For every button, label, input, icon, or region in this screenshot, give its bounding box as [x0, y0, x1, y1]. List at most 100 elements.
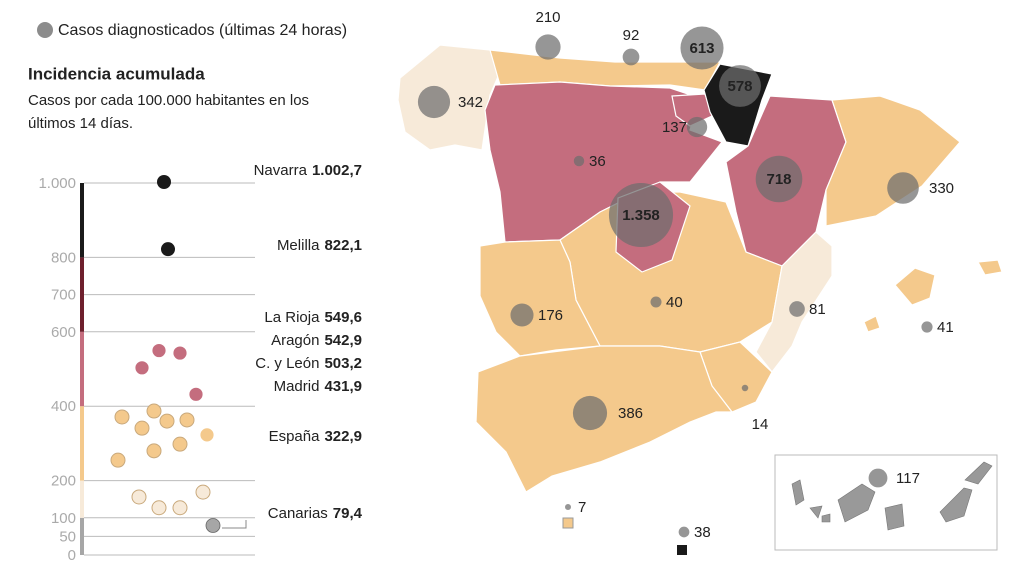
tick-label: 400 [51, 398, 76, 415]
case-bubble [868, 468, 888, 488]
bubble-label: 176 [538, 307, 563, 324]
region-name: Madrid [274, 378, 320, 395]
dot-label: C. y León 503,2 [255, 355, 362, 372]
dot-label: Navarra 1.002,7 [254, 162, 362, 179]
tick-label: 800 [51, 249, 76, 266]
scale-band [80, 331, 84, 407]
region-value: 431,9 [324, 378, 362, 395]
scale-band [80, 183, 84, 258]
bubble-label: 137 [662, 119, 687, 136]
case-bubble [719, 65, 761, 107]
tick-label: 600 [51, 324, 76, 341]
scale-dot [151, 500, 167, 516]
title: Incidencia acumulada [28, 64, 205, 83]
region-value: 322,9 [324, 428, 362, 445]
subtitle: Casos por cada 100.000 habitantes en los [28, 92, 309, 109]
scale-dot [114, 409, 130, 425]
bubble-label: 342 [458, 94, 483, 111]
dot-label: Canarias 79,4 [268, 505, 363, 522]
region-name: La Rioja [264, 309, 320, 326]
tick-label: 50 [59, 528, 76, 545]
bubble-label: 718 [766, 171, 791, 188]
case-bubble [755, 155, 803, 203]
scale-dot [172, 436, 188, 452]
case-bubble [650, 296, 662, 308]
scale-dot [172, 500, 188, 516]
case-bubble [686, 116, 708, 138]
case-bubble [417, 85, 451, 119]
case-bubble [678, 526, 690, 538]
region-value: 822,1 [324, 237, 362, 254]
scale-dot [146, 443, 162, 459]
case-bubble [565, 504, 571, 510]
canary-islands [791, 461, 993, 531]
dot-label: España 322,9 [269, 428, 362, 445]
tick-label: 200 [51, 473, 76, 490]
region [894, 267, 936, 306]
case-bubble [887, 172, 919, 204]
scale-dot [146, 403, 162, 419]
scale-band [80, 257, 84, 332]
region-name: Canarias [268, 505, 328, 522]
scale-dot [159, 413, 175, 429]
case-bubble [921, 321, 933, 333]
region-value: 79,4 [333, 505, 363, 522]
dot-label: Madrid 431,9 [274, 378, 362, 395]
case-bubble [608, 182, 674, 248]
bubble-label: 41 [937, 319, 954, 336]
region-name: Aragón [271, 332, 319, 349]
leader-line [222, 520, 247, 529]
region-value: 549,6 [324, 309, 362, 326]
scale-dot [110, 452, 126, 468]
region [863, 315, 881, 333]
bubble-label: 210 [535, 9, 560, 26]
subtitle: últimos 14 días. [28, 115, 133, 132]
scale-dot [199, 427, 215, 443]
ceuta [562, 517, 574, 529]
bubble-label: 117 [896, 470, 920, 487]
bubble-label: 36 [589, 153, 606, 170]
tick-label: 0 [68, 547, 76, 564]
dot-label: La Rioja 549,6 [264, 309, 362, 326]
scale-band [80, 406, 84, 481]
scale-dot [205, 518, 221, 533]
legend-label: Casos diagnosticados (últimas 24 horas) [58, 22, 347, 39]
bubble-label: 330 [929, 180, 954, 197]
tick-label: 700 [51, 287, 76, 304]
case-bubble [789, 301, 805, 317]
case-bubble [535, 34, 561, 60]
bubble-label: 38 [694, 524, 711, 541]
scale-dot [195, 484, 211, 500]
tick-label: 100 [51, 510, 76, 527]
scale-dot [161, 242, 175, 257]
case-bubble [572, 395, 608, 431]
region-value: 503,2 [324, 355, 362, 372]
case-bubble [680, 26, 724, 70]
bubble-label: 613 [689, 40, 714, 57]
legend-swatch [37, 22, 53, 38]
bubble-label: 386 [618, 405, 643, 422]
bubble-label: 81 [809, 301, 826, 318]
tick-label: 1.000 [38, 175, 76, 192]
scale-dot [179, 412, 195, 428]
bubble-label: 14 [752, 416, 769, 433]
scale-dot [157, 174, 171, 189]
dot-label: Aragón 542,9 [271, 332, 362, 349]
region-name: Navarra [254, 162, 308, 179]
dot-label: Melilla 822,1 [277, 237, 362, 254]
melilla [677, 545, 687, 555]
case-bubble [510, 303, 534, 327]
case-bubble [573, 155, 585, 167]
scale-dot [131, 489, 147, 505]
region-name: C. y León [255, 355, 319, 372]
region-name: España [269, 428, 321, 445]
case-bubble [741, 384, 749, 392]
bubble-label: 7 [578, 499, 586, 516]
scale-dot [188, 386, 204, 402]
region-name: Melilla [277, 237, 320, 254]
bubble-label: 92 [623, 27, 640, 44]
scale-dot [172, 345, 188, 361]
case-bubble [622, 48, 640, 66]
